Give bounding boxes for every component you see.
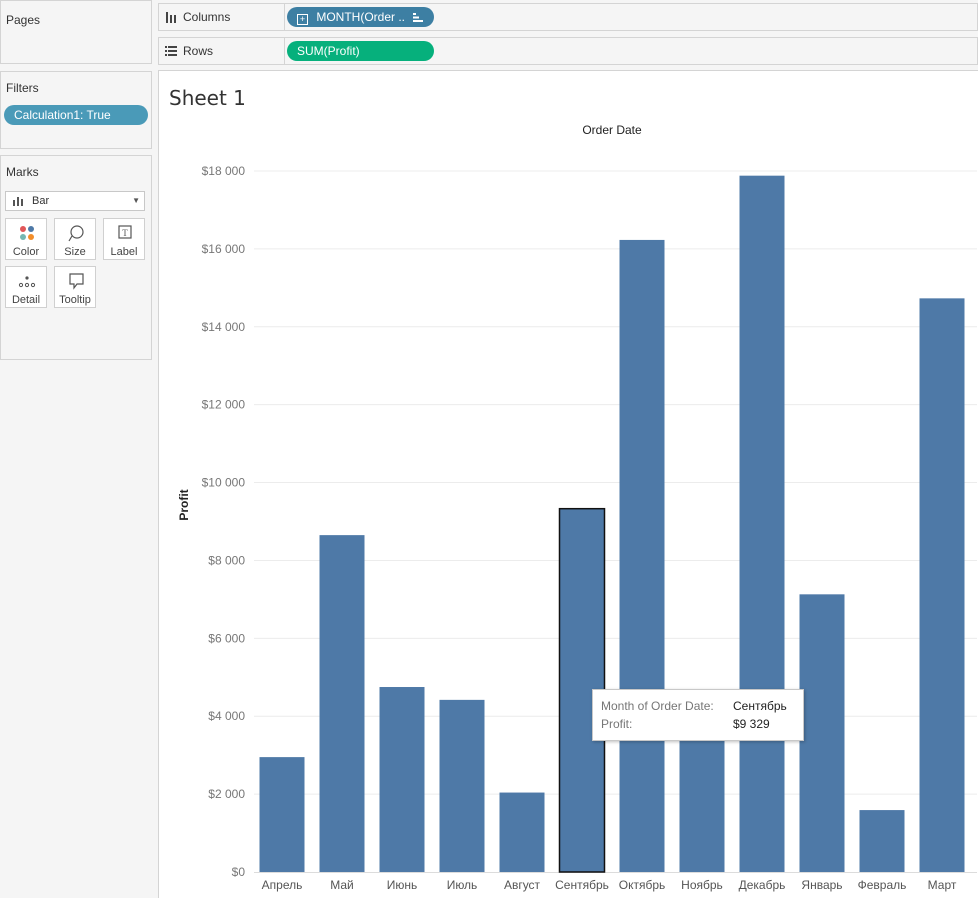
rows-label: Rows [183,44,214,58]
speech-bubble-icon [69,273,84,290]
y-tick-label: $0 [232,865,246,879]
y-tick-label: $2 000 [208,787,245,801]
y-tick-label: $18 000 [202,164,246,178]
marks-title: Marks [6,165,39,179]
x-tick-label: Ноябрь [681,878,723,892]
svg-text:T: T [122,228,128,238]
x-tick-label: Август [504,878,541,892]
filter-pill[interactable]: Calculation1: True [4,105,148,125]
rows-pill[interactable]: SUM(Profit) [287,41,434,61]
tooltip-key-month: Month of Order Date: [601,699,714,713]
bar[interactable] [619,239,665,873]
detail-label: Detail [11,294,41,306]
x-tick-label: Май [330,878,354,892]
filters-panel: Filters Calculation1: True [0,71,152,149]
columns-shelf-label: Columns [165,10,230,24]
tooltip-key-profit: Profit: [601,717,633,731]
rows-shelf-label: Rows [165,44,213,58]
x-tick-label: Апрель [262,878,303,892]
x-tick-label: Январь [801,878,842,892]
y-tick-label: $4 000 [208,709,245,723]
x-tick-label: Октябрь [619,878,666,892]
y-tick-label: $12 000 [202,398,246,412]
size-label: Size [64,246,86,258]
x-tick-label: Сентябрь [555,878,609,892]
bar[interactable] [499,792,545,872]
color-dots-icon [20,226,34,240]
filter-pill-label: Calculation1: True [14,108,111,122]
bar[interactable] [439,699,485,872]
color-label: Color [12,246,40,258]
y-tick-label: $10 000 [202,476,246,490]
y-tick-label: $8 000 [208,553,245,567]
pages-title: Pages [6,13,41,27]
x-tick-label: Март [928,878,957,892]
x-tick-label: Июль [447,878,478,892]
y-tick-label: $14 000 [202,320,246,334]
hover-tooltip: Month of Order Date: Сентябрь Profit: $9… [592,689,804,741]
rows-pill-label: SUM(Profit) [297,44,360,58]
bar[interactable] [379,687,425,872]
y-axis-title: Profit [177,489,191,520]
bar[interactable] [799,594,845,872]
tooltip-value-profit: $9 329 [733,717,770,731]
rows-icon [165,46,177,56]
bar[interactable] [259,757,305,872]
detail-dots-icon [18,276,36,288]
bar-chart-icon [13,197,23,206]
pages-panel: Pages [0,0,152,64]
label-label: Label [110,246,138,258]
x-axis-title: Order Date [582,123,642,137]
size-button[interactable]: Size [54,218,96,260]
sheet-title: Sheet 1 [169,86,246,110]
rows-shelf: Rows SUM(Profit) [158,37,978,65]
columns-pill-label: MONTH(Order .. [316,10,406,24]
worksheet-view: Sheet 1 $0 $2 000 $4 000 $6 000 $8 000 $10 00… [158,70,978,898]
bar[interactable] [679,729,725,872]
bar[interactable] [919,298,965,872]
shelf-divider [284,4,285,30]
expand-plus-icon: + [297,14,308,25]
label-button[interactable]: T Label [103,218,145,260]
tooltip-label: Tooltip [59,294,91,306]
shelf-divider [284,38,285,64]
bar[interactable] [739,175,785,872]
mark-type-dropdown[interactable]: Bar ▼ [5,191,145,211]
y-tick-label: $16 000 [202,242,246,256]
y-tick-label: $6 000 [208,631,245,645]
tooltip-value-month: Сентябрь [733,699,787,713]
x-tick-label: Июнь [387,878,418,892]
x-tick-label: Февраль [858,878,907,892]
bar-chart: $0 $2 000 $4 000 $6 000 $8 000 $10 000 $12 000… [177,123,977,892]
columns-shelf: Columns + MONTH(Order .. [158,3,978,31]
tooltip-button[interactable]: Tooltip [54,266,96,308]
color-button[interactable]: Color [5,218,47,260]
sort-descending-icon [413,13,424,22]
bar[interactable] [319,535,365,872]
x-tick-label: Декабрь [739,878,786,892]
columns-label: Columns [183,10,231,24]
filters-title: Filters [6,81,39,95]
columns-icon [166,11,176,23]
detail-button[interactable]: Detail [5,266,47,308]
bar[interactable] [859,810,905,872]
mark-type-label: Bar [32,195,50,207]
text-label-icon: T [118,225,132,239]
columns-pill[interactable]: + MONTH(Order .. [287,7,434,27]
chevron-down-icon: ▼ [132,196,140,205]
size-lasso-icon [68,225,84,242]
